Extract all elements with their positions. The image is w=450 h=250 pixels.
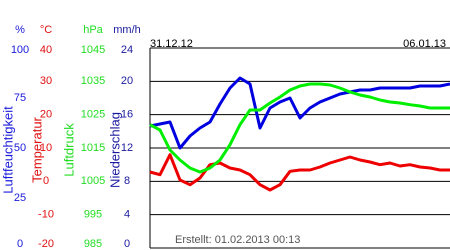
- date-end: 06.01.13: [403, 38, 446, 50]
- y-tick-label: 4: [124, 209, 130, 221]
- axis-unit: mm/h: [113, 24, 141, 36]
- y-tick-label: 25: [14, 192, 26, 204]
- y-tick-label: 24: [121, 44, 133, 56]
- y-tick-label: 40: [40, 44, 52, 56]
- y-tick-label: 8: [124, 175, 130, 187]
- series-line: [149, 153, 450, 192]
- y-tick-label: 12: [121, 142, 133, 154]
- y-tick-label: 1045: [81, 44, 105, 56]
- axis-label: Luftdruck: [61, 123, 76, 177]
- y-tick-label: -10: [38, 209, 54, 221]
- y-tick-label: 1025: [81, 109, 105, 121]
- y-tick-label: 985: [84, 238, 102, 250]
- axis-label: Temperatur: [29, 116, 44, 182]
- series-line: [149, 82, 450, 174]
- y-tick-label: 30: [40, 75, 52, 87]
- series-line: [149, 76, 450, 150]
- y-tick-label: 20: [121, 75, 133, 87]
- y-tick-label: 1005: [81, 175, 105, 187]
- y-tick-label: 0: [17, 238, 23, 250]
- y-tick-label: 1015: [81, 142, 105, 154]
- axis-unit: °C: [40, 24, 52, 36]
- y-tick-label: 20: [40, 109, 52, 121]
- axis-unit: %: [15, 24, 25, 36]
- axis-label: Luftfeuchtigkeit: [0, 106, 15, 194]
- axis-label: Niederschlag: [107, 112, 122, 188]
- y-tick-label: 16: [121, 109, 133, 121]
- y-tick-label: 100: [11, 44, 29, 56]
- y-tick-label: 50: [14, 142, 26, 154]
- y-tick-label: 1035: [81, 75, 105, 87]
- y-tick-label: 0: [124, 238, 130, 250]
- y-tick-label: 75: [14, 92, 26, 104]
- y-tick-label: 10: [40, 142, 52, 154]
- created-note: Erstellt: 01.02.2013 00:13: [175, 234, 300, 246]
- axis-unit: hPa: [83, 24, 103, 36]
- y-tick-label: 995: [84, 209, 102, 221]
- date-start: 31.12.12: [150, 38, 193, 50]
- y-tick-label: -20: [38, 238, 54, 250]
- y-tick-label: 0: [43, 175, 49, 187]
